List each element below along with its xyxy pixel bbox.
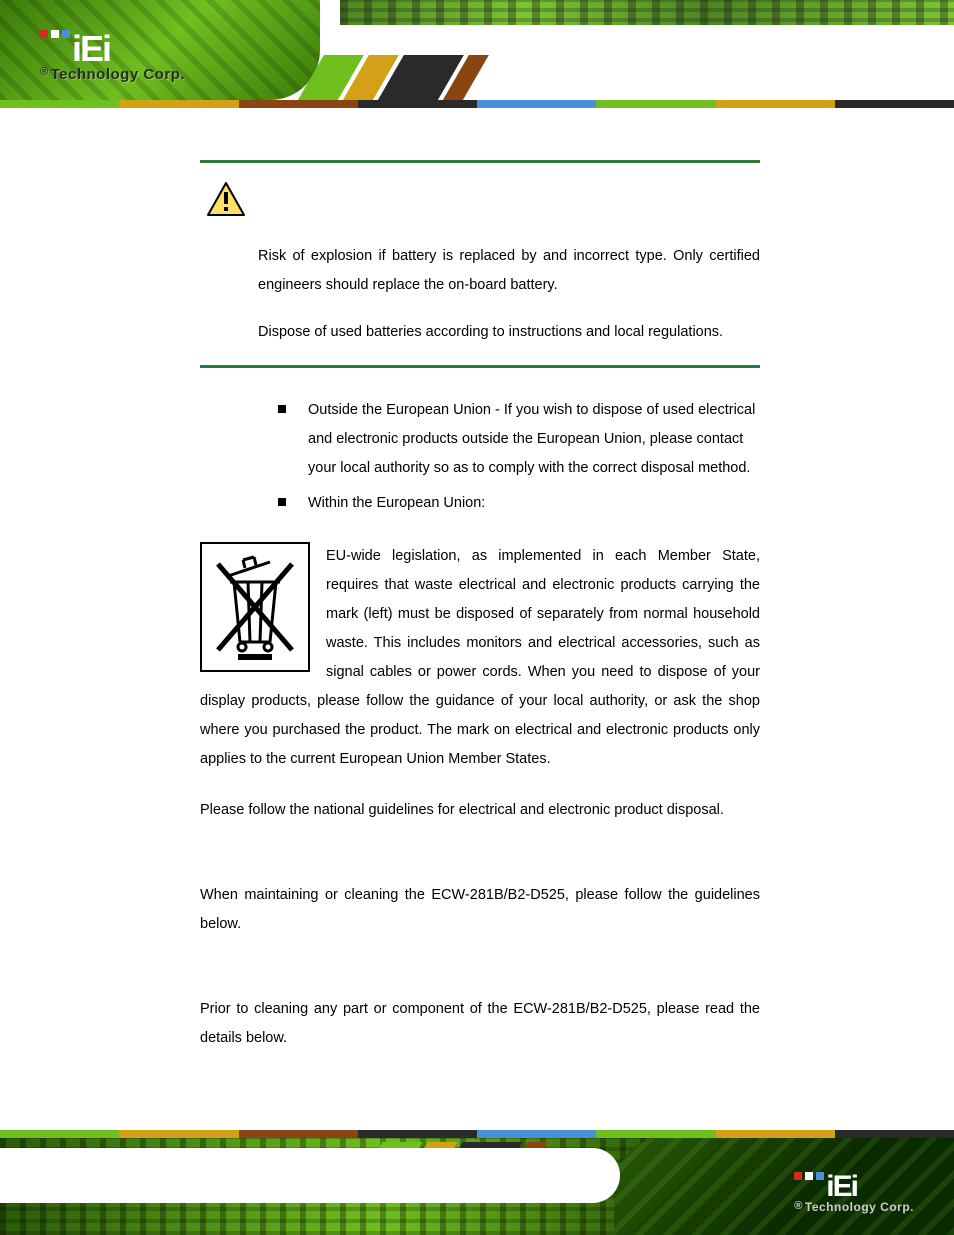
brand-logo: iEi ®Technology Corp. [40, 28, 185, 83]
horizontal-rule-top [200, 160, 760, 163]
header-color-bar [0, 100, 954, 108]
brand-dot [794, 1172, 802, 1180]
body-paragraph-1: Please follow the national guidelines fo… [200, 796, 760, 825]
brand-dot [51, 30, 59, 38]
bullet-icon [278, 405, 286, 413]
horizontal-rule-bottom [200, 365, 760, 368]
weee-paragraph: EU-wide legislation, as implemented in e… [200, 542, 760, 774]
brand-dot [816, 1172, 824, 1180]
bullet-list: Outside the European Union - If you wish… [278, 396, 760, 518]
brand-tagline-text: Technology Corp. [51, 66, 185, 83]
brand-dot [805, 1172, 813, 1180]
page-header: iEi ®Technology Corp. [0, 0, 954, 115]
brand-logo-mark: iEi [794, 1170, 914, 1204]
registered-mark: ® [40, 66, 49, 78]
brand-dot [62, 30, 70, 38]
page-footer: iEi ®Technology Corp. [0, 1130, 954, 1235]
brand-tagline-text: Technology Corp. [805, 1200, 914, 1214]
brand-dot [40, 30, 48, 38]
warning-paragraph-2: Dispose of used batteries according to i… [258, 318, 760, 347]
header-diagonal-stripes [296, 55, 624, 103]
body-paragraph-2: When maintaining or cleaning the ECW-281… [200, 881, 760, 939]
brand-name: iEi [72, 28, 110, 70]
bullet-text: Outside the European Union - If you wish… [308, 396, 760, 483]
brand-tagline: ®Technology Corp. [794, 1200, 914, 1214]
registered-mark: ® [794, 1200, 803, 1212]
footer-white-curve [0, 1148, 620, 1203]
warning-paragraph-1: Risk of explosion if battery is replaced… [258, 242, 760, 300]
footer-brand-logo: iEi ®Technology Corp. [794, 1170, 914, 1214]
bullet-text: Within the European Union: [308, 489, 485, 518]
warning-icon [206, 181, 760, 222]
list-item: Within the European Union: [278, 489, 760, 518]
list-item: Outside the European Union - If you wish… [278, 396, 760, 483]
brand-tagline: ®Technology Corp. [40, 66, 185, 83]
bullet-icon [278, 498, 286, 506]
brand-logo-dots [40, 30, 70, 38]
brand-logo-dots [794, 1172, 824, 1180]
brand-name: iEi [826, 1170, 857, 1204]
weee-bin-icon [200, 542, 310, 672]
footer-color-bar [0, 1130, 954, 1138]
body-paragraph-3: Prior to cleaning any part or component … [200, 995, 760, 1053]
brand-logo-mark: iEi [40, 28, 185, 70]
page-content: Risk of explosion if battery is replaced… [200, 160, 760, 1053]
